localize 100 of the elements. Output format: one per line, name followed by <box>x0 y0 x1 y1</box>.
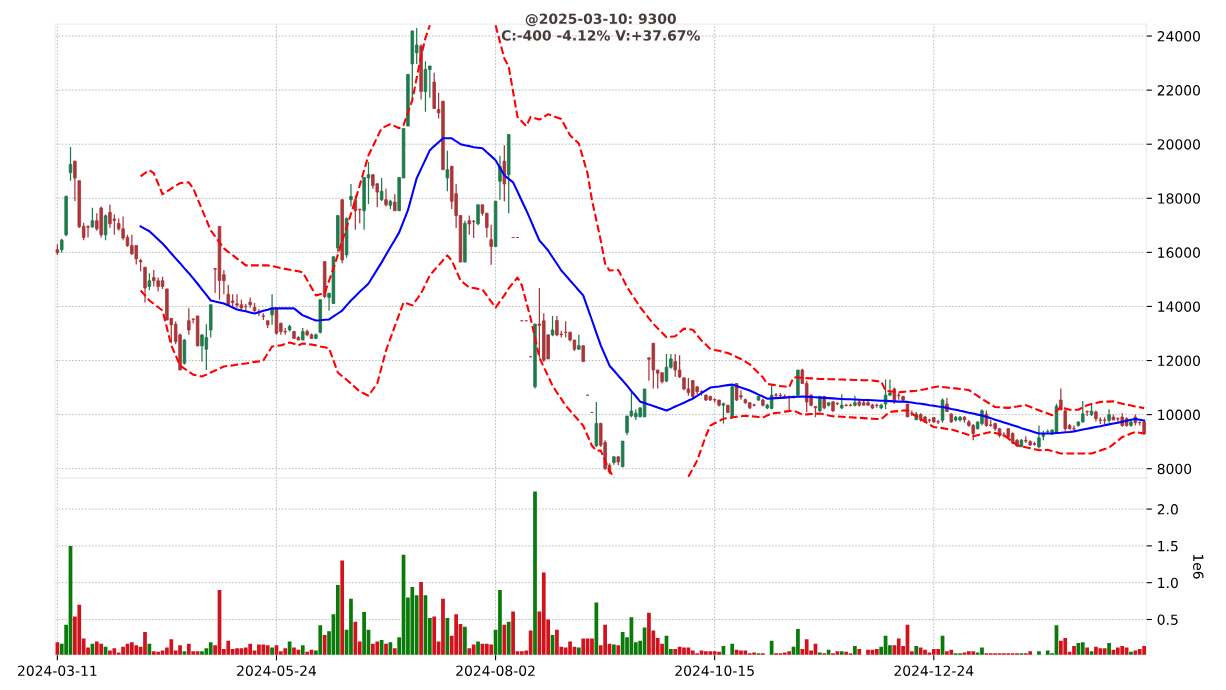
candlestick <box>103 213 108 241</box>
candlestick <box>467 214 472 236</box>
candlestick <box>349 183 353 208</box>
bar <box>555 629 559 655</box>
bar <box>392 648 397 655</box>
y-tick-label: 20000 <box>1157 139 1200 150</box>
candlestick <box>235 293 239 309</box>
bar <box>804 639 809 655</box>
candlestick <box>86 224 90 239</box>
bar <box>853 645 857 655</box>
bar <box>322 634 327 655</box>
bar <box>362 612 366 655</box>
y-tick-label: 1.0 <box>1158 577 1178 589</box>
x-tick-label: 2024-08-02 <box>456 665 535 676</box>
bar <box>441 598 445 655</box>
bar <box>581 638 586 655</box>
bar <box>178 645 182 655</box>
bar <box>371 643 375 655</box>
bar <box>208 642 213 655</box>
bar <box>300 645 305 655</box>
y-tick-label: 22000 <box>1157 85 1200 96</box>
bar <box>112 648 117 655</box>
bar <box>980 647 984 655</box>
candlestick <box>883 378 888 410</box>
candlestick <box>414 27 419 65</box>
candlestick <box>384 188 388 208</box>
bar <box>121 646 125 655</box>
y-tick-label: 0.5 <box>1157 614 1178 625</box>
bar <box>1120 645 1125 655</box>
bar <box>471 644 476 655</box>
bar <box>384 643 388 655</box>
candlestick <box>721 401 726 425</box>
chart-subtitle: C:-400 -4.12% V:+37.67% <box>501 30 700 41</box>
bar <box>1115 647 1120 655</box>
line-series <box>139 137 1146 435</box>
bar <box>94 641 99 655</box>
candlestick <box>1002 431 1006 439</box>
bar <box>270 647 274 655</box>
bar <box>533 491 537 655</box>
chart-title: @2025-03-10: 9300 <box>525 13 676 27</box>
bar <box>730 643 735 655</box>
x-tick-label: 2024-12-24 <box>894 665 974 676</box>
bar <box>914 645 919 655</box>
y-tick-label: 2.0 <box>1157 504 1178 515</box>
bar <box>463 626 467 655</box>
bar <box>498 590 502 655</box>
bar <box>506 621 511 655</box>
bar <box>243 647 248 655</box>
bar <box>375 641 380 655</box>
candlestick <box>270 293 274 326</box>
bar <box>235 648 239 655</box>
bar <box>484 643 489 655</box>
bar <box>857 648 862 655</box>
bar <box>739 650 743 655</box>
bar <box>673 648 678 655</box>
bar <box>743 650 748 655</box>
candlestick <box>537 287 542 359</box>
y-axis-title: 1e6 <box>1193 554 1204 579</box>
y-tick-label: 16000 <box>1158 247 1200 258</box>
candlestick <box>182 338 187 366</box>
candlestick <box>204 323 209 371</box>
bar <box>248 643 253 655</box>
bar <box>432 616 437 655</box>
bar <box>896 638 901 655</box>
x-tick-label: 2024-03-11 <box>18 665 97 676</box>
bar <box>292 647 296 655</box>
bar <box>349 598 353 655</box>
bar <box>1063 637 1068 655</box>
bar <box>99 643 104 655</box>
bar <box>511 611 515 655</box>
bar <box>1045 650 1050 655</box>
y-tick-label: 10000 <box>1158 409 1200 421</box>
bar <box>796 629 800 655</box>
bar <box>261 644 266 655</box>
bar <box>129 642 134 655</box>
bar <box>502 624 507 655</box>
y-tick-label: 8000 <box>1157 463 1192 475</box>
y-tick-label: 24000 <box>1157 31 1200 42</box>
y-tick-label: 18000 <box>1158 193 1200 204</box>
bar <box>690 650 695 655</box>
bar <box>134 645 139 655</box>
candlestick <box>664 353 669 383</box>
bar <box>1133 650 1138 655</box>
candlestick <box>677 354 682 379</box>
bar <box>1072 645 1076 655</box>
bar <box>108 650 112 655</box>
bar <box>1059 640 1063 655</box>
bar <box>1107 643 1111 655</box>
candlestick <box>379 177 384 202</box>
bar <box>594 602 599 655</box>
bar <box>340 560 345 655</box>
bar <box>1137 648 1142 655</box>
candlestick <box>502 144 507 202</box>
bar <box>616 645 621 655</box>
x-tick-label: 2024-10-15 <box>675 665 754 676</box>
bar <box>257 644 261 655</box>
bar <box>467 648 472 655</box>
bar <box>1102 648 1107 655</box>
bar <box>1085 647 1090 655</box>
bar <box>936 648 941 655</box>
